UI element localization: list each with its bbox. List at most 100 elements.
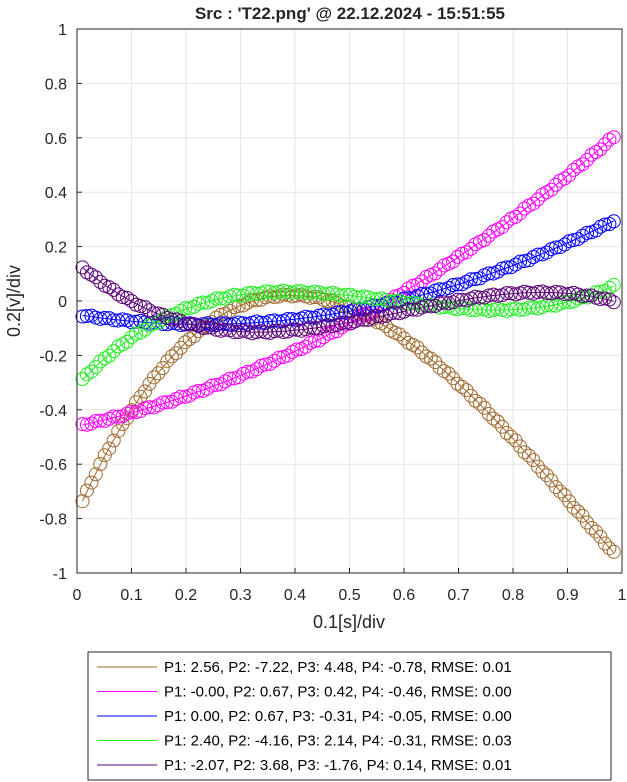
data-point xyxy=(236,316,251,331)
data-point xyxy=(120,291,135,305)
data-point xyxy=(267,353,282,368)
data-point xyxy=(401,281,416,296)
data-point xyxy=(218,322,233,337)
data-point xyxy=(481,266,496,281)
data-point xyxy=(517,445,532,460)
series-5-markers xyxy=(75,260,621,341)
data-point xyxy=(258,325,273,340)
data-point xyxy=(240,364,255,379)
data-point xyxy=(530,301,545,316)
data-point xyxy=(173,314,188,329)
data-point xyxy=(182,332,197,346)
data-point xyxy=(499,215,514,230)
data-point xyxy=(441,366,456,381)
chart-title: Src : 'T22.png' @ 22.12.2024 - 15:51:55 xyxy=(195,4,505,23)
data-point xyxy=(441,280,456,295)
data-point xyxy=(517,201,532,216)
data-point xyxy=(338,315,353,330)
data-point xyxy=(459,245,474,260)
data-point xyxy=(146,316,161,331)
data-point xyxy=(504,429,519,444)
data-point xyxy=(289,322,304,337)
data-point xyxy=(370,309,385,323)
data-point xyxy=(379,309,394,323)
data-point xyxy=(597,137,612,152)
data-point xyxy=(606,544,621,559)
axis-ticks: 0 0.1 0.2 0.3 0.4 0.5 0.6 0.7 0.8 0.9 1 1 0.8 0.6 0.4 0… xyxy=(39,22,626,604)
data-point xyxy=(566,294,581,309)
data-point xyxy=(88,414,103,428)
data-point xyxy=(530,285,545,299)
data-point xyxy=(93,413,108,428)
data-point xyxy=(133,299,148,314)
data-point xyxy=(459,274,474,289)
data-point xyxy=(388,305,402,320)
data-point xyxy=(548,480,563,495)
data-point xyxy=(79,309,94,324)
legend-label: P1: 0.00, P2: 0.67, P3: -0.31, P4: -0.05… xyxy=(164,708,512,725)
data-point xyxy=(428,283,443,298)
data-markers xyxy=(75,130,621,559)
data-point xyxy=(562,234,577,249)
data-point xyxy=(566,233,581,248)
data-point xyxy=(352,290,367,305)
legend-entry: P1: -0.00, P2: 0.67, P3: 0.42, P4: -0.46… xyxy=(97,684,512,701)
data-point xyxy=(370,292,385,307)
data-point xyxy=(517,284,532,299)
y-axis-label: 0.2[v]/div xyxy=(4,265,24,337)
data-point xyxy=(160,395,175,410)
x-tick-label: 0.1 xyxy=(120,587,142,604)
data-point xyxy=(102,280,117,295)
series-1-markers xyxy=(75,287,621,559)
y-tick-label: -0.4 xyxy=(39,403,67,420)
data-point xyxy=(455,292,469,307)
data-point xyxy=(566,500,581,515)
data-point xyxy=(209,291,224,306)
data-point xyxy=(580,515,594,530)
data-point xyxy=(459,383,474,398)
data-point xyxy=(526,196,541,211)
data-point xyxy=(316,330,331,345)
data-point xyxy=(472,396,487,411)
data-point xyxy=(79,483,94,498)
data-point xyxy=(164,349,179,364)
data-point xyxy=(84,475,99,490)
data-point xyxy=(312,333,327,348)
data-point xyxy=(151,366,166,381)
data-point xyxy=(405,302,420,317)
data-point xyxy=(213,291,228,306)
data-point xyxy=(508,287,523,302)
data-point xyxy=(321,318,335,333)
data-point xyxy=(200,320,215,335)
data-point xyxy=(120,334,135,349)
data-point xyxy=(450,249,465,264)
data-point xyxy=(508,257,523,272)
data-point xyxy=(441,296,456,311)
data-point xyxy=(522,285,536,300)
data-point xyxy=(169,346,184,361)
data-point xyxy=(124,294,139,308)
x-tick-label: 1 xyxy=(618,587,627,604)
data-point xyxy=(571,504,586,519)
data-point xyxy=(258,357,273,372)
y-tick-label: 0.4 xyxy=(45,185,67,202)
x-tick-label: 0.6 xyxy=(393,587,415,604)
legend-entry: P1: 0.00, P2: 0.67, P3: -0.31, P4: -0.05… xyxy=(97,708,512,725)
data-point xyxy=(544,298,559,313)
data-point xyxy=(124,330,139,345)
data-point xyxy=(580,288,594,303)
x-tick-label: 0.9 xyxy=(556,587,578,604)
x-tick-label: 0.7 xyxy=(447,587,469,604)
data-point xyxy=(254,315,269,330)
data-point xyxy=(499,425,514,440)
data-point xyxy=(115,290,130,304)
data-point xyxy=(138,384,152,399)
data-point xyxy=(606,214,621,229)
data-point xyxy=(93,354,108,369)
data-point xyxy=(606,277,621,292)
data-point xyxy=(446,278,461,292)
data-point xyxy=(589,145,603,159)
data-point xyxy=(222,371,237,386)
y-tick-label: -0.8 xyxy=(39,512,67,529)
